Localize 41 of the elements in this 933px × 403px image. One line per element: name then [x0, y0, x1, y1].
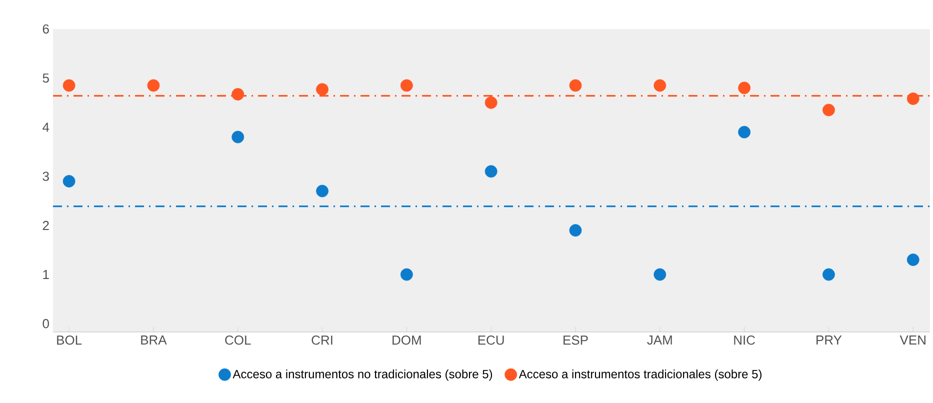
- x-tick-label: DOM: [392, 336, 421, 345]
- point: [316, 83, 328, 96]
- point: [822, 268, 835, 281]
- y-tick-label: 2: [42, 220, 49, 230]
- point: [62, 79, 76, 92]
- point: [316, 184, 328, 198]
- point: [569, 79, 582, 92]
- point: [62, 175, 76, 188]
- x-tick-label: ESP: [564, 336, 588, 345]
- legend-label: Acceso a instrumentos no tradicionales (sobre 5): [232, 370, 492, 381]
- x-tick-label: JAM: [647, 336, 672, 345]
- x-tick-label: VEN: [900, 336, 926, 344]
- x-tick-label: PRY: [816, 336, 842, 344]
- point: [484, 165, 498, 178]
- point: [654, 79, 666, 92]
- y-tick-label: 3: [42, 172, 49, 181]
- x-tick-label: BOL: [57, 336, 82, 345]
- y-tick-label: 1: [43, 270, 49, 279]
- point: [822, 104, 835, 116]
- point: [738, 82, 751, 94]
- point: [147, 79, 160, 92]
- x-tick-label: COL: [225, 336, 251, 345]
- point: [906, 92, 920, 105]
- y-tick-label: 5: [42, 74, 49, 83]
- legend-label: Acceso a instrumentos tradicionales (sobre 5): [518, 370, 762, 381]
- point: [232, 130, 244, 144]
- x-tick-label: NIC: [734, 336, 756, 345]
- point: [232, 88, 244, 100]
- point: [400, 79, 413, 92]
- point: [400, 268, 413, 281]
- x-tick-label: CRI: [312, 336, 332, 345]
- point: [654, 268, 666, 281]
- point: [738, 126, 751, 138]
- x-tick-label: ECU: [478, 336, 504, 345]
- x-tick-label: BRA: [141, 336, 167, 344]
- point: [569, 224, 582, 237]
- point: [906, 254, 920, 266]
- point: [484, 96, 498, 109]
- y-tick-label: 0: [42, 319, 49, 328]
- y-tick-label: 4: [42, 122, 50, 132]
- y-tick-label: 6: [42, 24, 49, 34]
